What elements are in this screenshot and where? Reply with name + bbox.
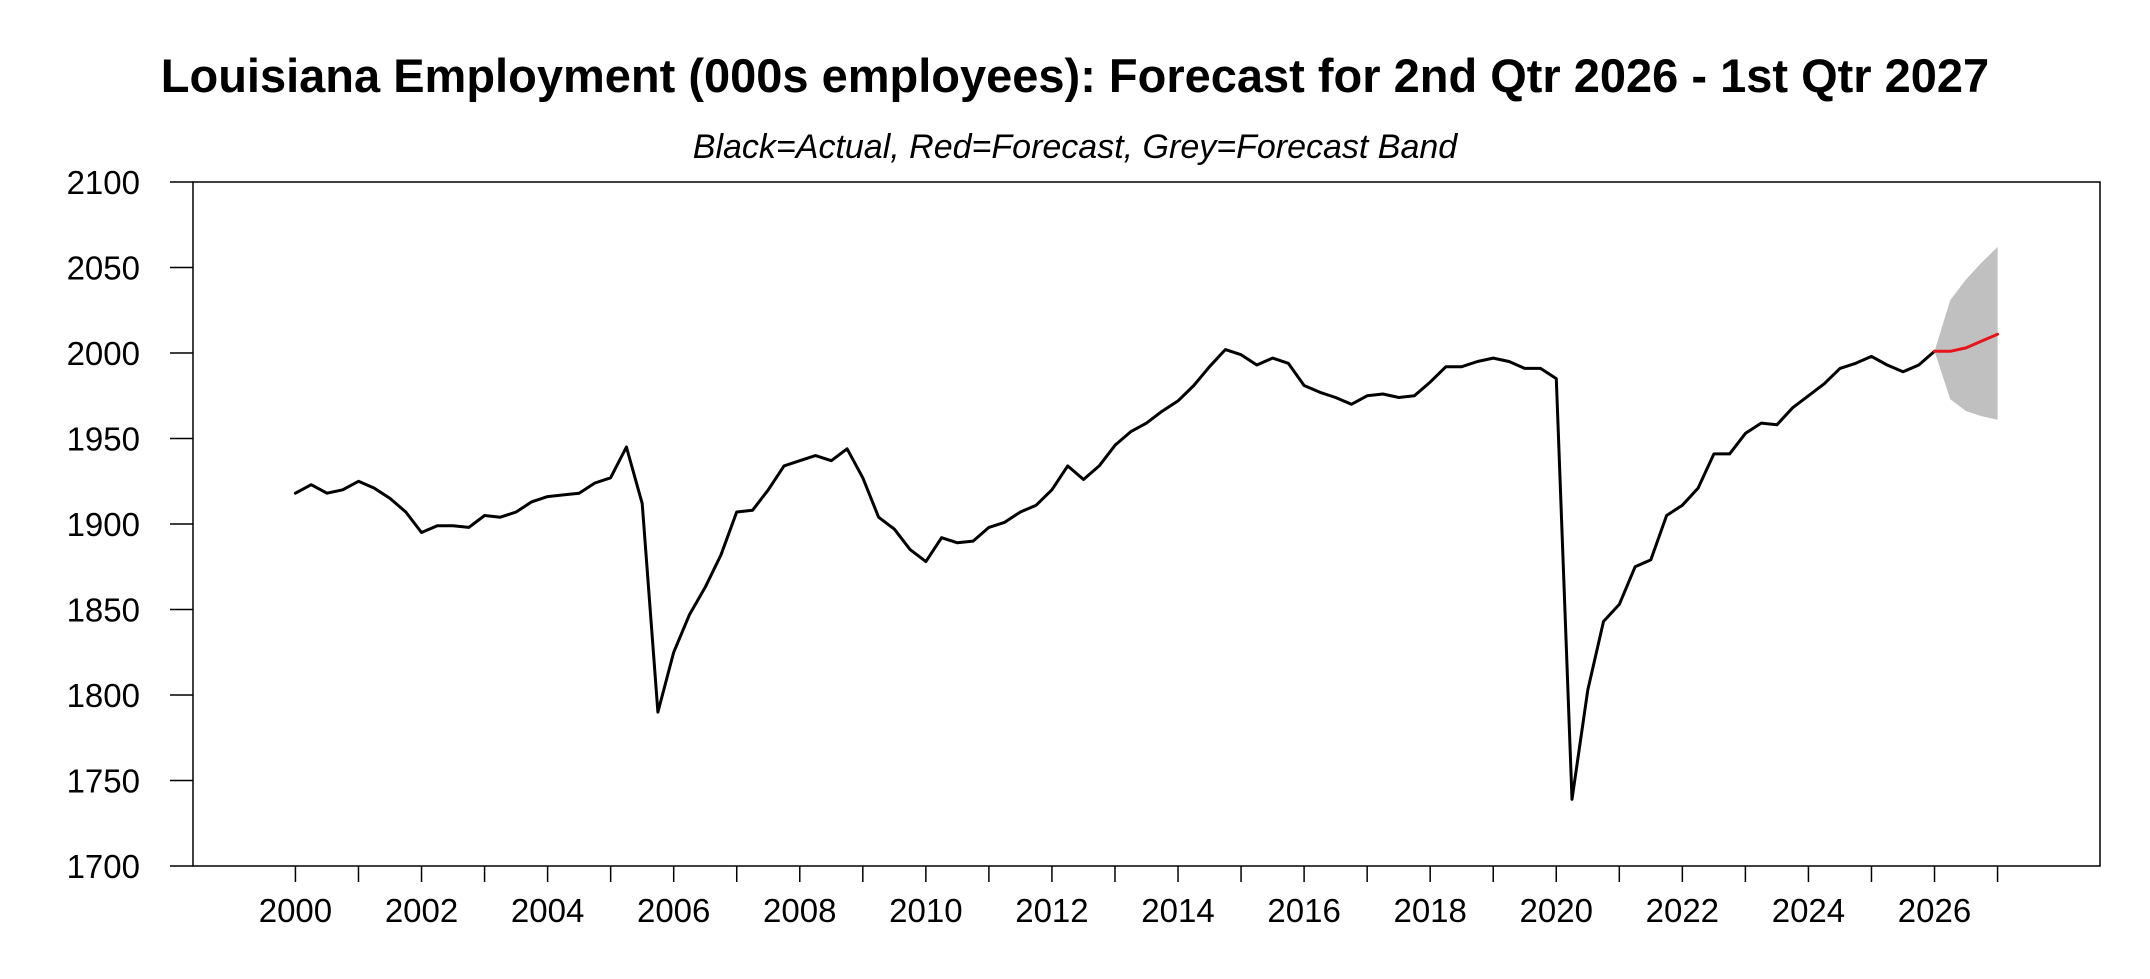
- series-layer: [293, 332, 2000, 801]
- x-tick-label: 2018: [1393, 892, 1466, 929]
- x-tick-label: 2020: [1520, 892, 1593, 929]
- y-tick-label: 2100: [67, 164, 140, 201]
- x-tick-label: 2010: [889, 892, 962, 929]
- x-tick-label: 2012: [1015, 892, 1088, 929]
- x-tick-label: 2014: [1141, 892, 1214, 929]
- y-tick-label: 1750: [67, 763, 140, 800]
- y-tick-label: 1700: [67, 848, 140, 885]
- forecast-band: [1934, 247, 1998, 420]
- y-tick-label: 2000: [67, 335, 140, 372]
- forecast-band-layer: [1934, 247, 1998, 420]
- y-tick-label: 1950: [67, 421, 140, 458]
- x-tick-label: 2022: [1646, 892, 1719, 929]
- y-tick-label: 1800: [67, 677, 140, 714]
- x-tick-label: 2002: [385, 892, 458, 929]
- y-axis: 2100 2050 2000 1950 1900 1850 1800 1750 1700: [67, 164, 193, 885]
- y-tick-label: 1850: [67, 592, 140, 629]
- chart-title: Louisiana Employment (000s employees): F…: [161, 49, 1989, 102]
- x-tick-label: 2026: [1898, 892, 1971, 929]
- forecast-series-line: [1933, 332, 2000, 353]
- x-tick-label: 2000: [259, 892, 332, 929]
- chart-subtitle: Black=Actual, Red=Forecast, Grey=Forecas…: [693, 128, 1459, 166]
- y-tick-label: 1900: [67, 506, 140, 543]
- x-tick-label: 2024: [1772, 892, 1845, 929]
- x-tick-label: 2004: [511, 892, 584, 929]
- x-axis: 2000 2002 2004 2006 2008 2010 2012 2014 2016 2018…: [259, 866, 1999, 929]
- x-tick-label: 2008: [763, 892, 836, 929]
- x-tick-label: 2006: [637, 892, 710, 929]
- x-tick-label: 2016: [1267, 892, 1340, 929]
- actual-series-line: [293, 348, 1936, 801]
- y-tick-label: 2050: [67, 250, 140, 287]
- plot-frame: [192, 181, 2101, 867]
